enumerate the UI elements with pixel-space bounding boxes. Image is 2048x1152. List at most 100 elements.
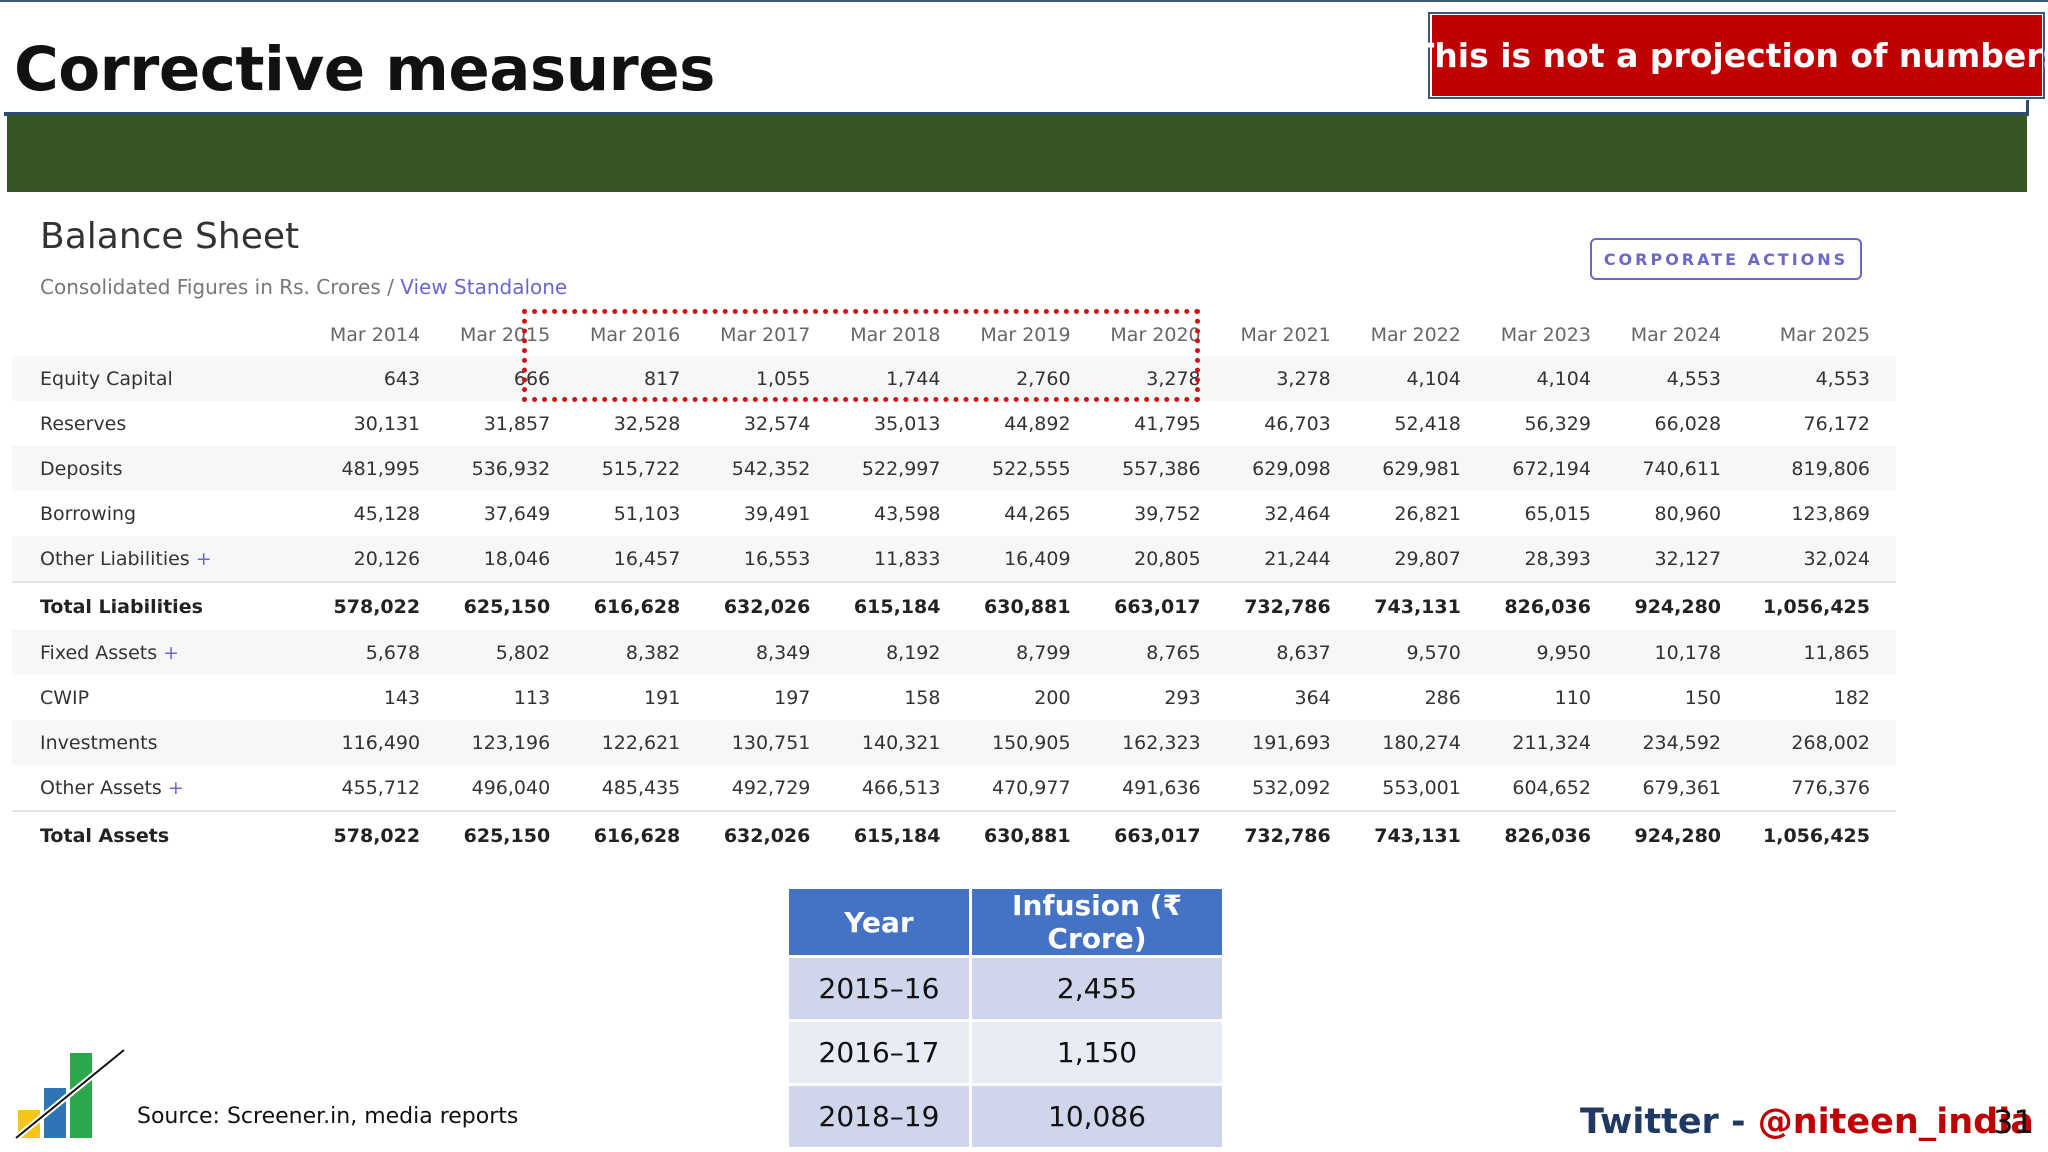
row-label[interactable]: Fixed Assets + <box>12 630 316 675</box>
column-header: Mar 2020 <box>1110 323 1201 346</box>
table-cell: 3,278 <box>1226 356 1357 401</box>
expand-plus-icon[interactable]: + <box>163 641 180 664</box>
table-row: Reserves 30,131 31,857 32,528 32,574 35,013 44… <box>12 401 1896 446</box>
table-cell: 679,361 <box>1642 776 1722 799</box>
table-row: Fixed Assets +5,678 5,802 8,382 8,349 8,192 8… <box>12 630 1896 675</box>
table-cell: 30,131 <box>353 412 421 435</box>
table-cell: 663,017 <box>1096 581 1227 630</box>
table-cell: 1,056,425 <box>1747 810 1896 859</box>
table-cell: 625,150 <box>446 810 577 859</box>
top-border-line <box>0 0 2048 2</box>
row-label: Reserves <box>12 401 316 446</box>
table-cell: 16,457 <box>576 536 707 582</box>
infusion-header-row: Year Infusion (₹ Crore) <box>786 886 1225 958</box>
table-cell: 1,055 <box>706 356 837 401</box>
table-cell: 776,376 <box>1791 776 1870 799</box>
table-cell: 182 <box>1833 686 1870 709</box>
subtitle-separator: / <box>380 275 401 299</box>
table-cell: 66,028 <box>1654 412 1722 435</box>
table-cell: 11,833 <box>836 536 967 582</box>
table-cell: 32,528 <box>613 412 681 435</box>
table-cell: 8,637 <box>1226 630 1357 675</box>
table-cell: 32,024 <box>1747 536 1896 582</box>
table-cell: 76,172 <box>1803 412 1870 435</box>
table-cell: 817 <box>576 356 707 401</box>
column-header: Mar 2025 <box>1779 323 1870 346</box>
table-cell: 924,280 <box>1616 581 1748 630</box>
table-row: Total Assets 578,022 625,150 616,628 632,026… <box>12 810 1896 859</box>
table-cell: 743,131 <box>1356 581 1487 630</box>
table-row: Investments 116,490 123,196 122,621 130,751 1… <box>12 720 1896 765</box>
table-cell: 466,513 <box>861 776 941 799</box>
title-underline-end <box>2026 100 2029 116</box>
row-label-text: Reserves <box>40 412 127 435</box>
table-cell: 43,598 <box>873 502 941 525</box>
table-cell: 4,104 <box>1356 356 1487 401</box>
table-cell: 630,881 <box>966 581 1097 630</box>
table-cell: 8,349 <box>706 630 837 675</box>
table-cell: 26,821 <box>1394 502 1461 525</box>
corporate-actions-button[interactable]: CORPORATE ACTIONS <box>1590 238 1862 280</box>
table-cell: 1,056,425 <box>1747 581 1896 630</box>
row-label[interactable]: Other Assets + <box>12 765 316 811</box>
disclaimer-banner: This is not a projection of numbers <box>1412 15 2048 96</box>
header-label-cell <box>12 313 316 356</box>
table-cell: 65,015 <box>1524 502 1591 525</box>
table-cell: 293 <box>1164 686 1201 709</box>
table-cell: 4,553 <box>1616 356 1748 401</box>
table-cell: 11,865 <box>1747 630 1896 675</box>
table-cell: 732,786 <box>1226 581 1357 630</box>
table-cell: 629,981 <box>1356 446 1487 491</box>
column-header: Mar 2022 <box>1370 323 1461 346</box>
view-standalone-link[interactable]: View Standalone <box>400 275 568 299</box>
twitter-handle[interactable]: @niteen_india <box>1757 1102 2034 1142</box>
table-row: Other Assets +455,712 496,040 485,435 492,7… <box>12 765 1896 811</box>
table-cell: 578,022 <box>316 810 447 859</box>
row-label[interactable]: Other Liabilities + <box>12 536 316 582</box>
highlight-box <box>522 309 1200 402</box>
row-label: Equity Capital <box>12 356 316 401</box>
green-band <box>7 115 2027 192</box>
table-cell: 625,150 <box>446 581 577 630</box>
table-cell: 123,869 <box>1791 502 1870 525</box>
table-row: Other Liabilities +20,126 18,046 16,457 16,… <box>12 536 1896 582</box>
row-label-text: Fixed Assets <box>40 641 158 664</box>
growth-chart-logo-icon <box>14 1048 126 1140</box>
table-cell: 819,806 <box>1747 446 1896 491</box>
balance-sheet-subtitle: Consolidated Figures in Rs. Crores / Vie… <box>40 275 567 299</box>
table-cell: 150 <box>1684 686 1722 709</box>
table-cell: 122,621 <box>576 720 707 765</box>
table-cell: 578,022 <box>316 581 447 630</box>
table-cell: 41,795 <box>1134 412 1201 435</box>
table-header-row: Mar 2014 Mar 2015 Mar 2016 Mar 2017 Mar 2018… <box>12 313 1896 356</box>
table-cell: 10,178 <box>1616 630 1748 675</box>
row-label-text: CWIP <box>40 686 90 709</box>
table-cell: 197 <box>774 686 811 709</box>
table-cell: 35,013 <box>873 412 941 435</box>
expand-plus-icon[interactable]: + <box>167 776 184 799</box>
table-cell: 113 <box>513 686 551 709</box>
infusion-amount: 2,455 <box>969 955 1225 1022</box>
twitter-credit: Twitter - @niteen_india <box>1580 1102 2034 1142</box>
table-cell: 51,103 <box>613 502 681 525</box>
table-cell: 740,611 <box>1616 446 1748 491</box>
table-cell: 200 <box>1034 686 1071 709</box>
table-cell: 143 <box>383 686 421 709</box>
infusion-header-amount: Infusion (₹ Crore) <box>969 886 1225 958</box>
table-cell: 37,649 <box>483 502 551 525</box>
table-cell: 191,693 <box>1226 720 1357 765</box>
table-cell: 8,382 <box>576 630 707 675</box>
expand-plus-icon[interactable]: + <box>195 547 212 570</box>
row-label-text: Other Liabilities <box>40 547 190 570</box>
table-cell: 615,184 <box>836 810 967 859</box>
infusion-amount: 1,150 <box>969 1019 1225 1086</box>
row-label-text: Deposits <box>40 457 123 480</box>
table-cell: 492,729 <box>731 776 811 799</box>
table-cell: 5,802 <box>446 630 577 675</box>
row-label-text: Equity Capital <box>40 367 173 390</box>
table-cell: 45,128 <box>353 502 421 525</box>
twitter-separator: - <box>1718 1102 1758 1142</box>
table-cell: 4,104 <box>1486 356 1617 401</box>
infusion-year: 2015–16 <box>786 955 972 1022</box>
table-cell: 20,126 <box>316 536 447 582</box>
